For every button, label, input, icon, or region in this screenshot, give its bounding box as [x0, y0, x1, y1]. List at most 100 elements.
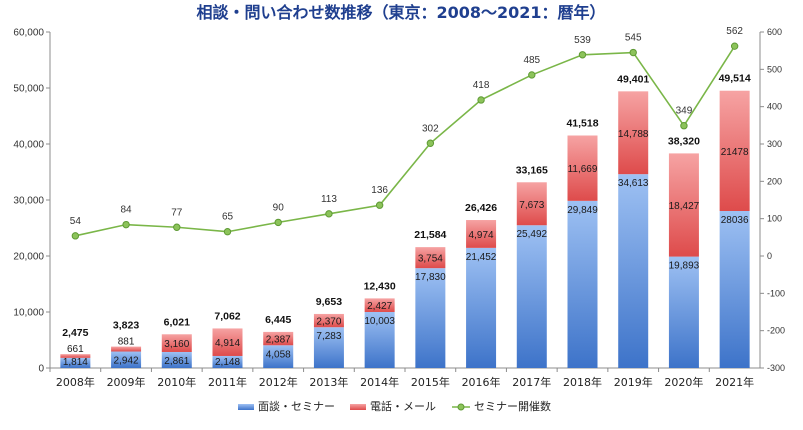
seminar-count-label: 562 — [726, 26, 743, 37]
bar-total-label: 7,062 — [214, 310, 240, 322]
bar-meeting-seminar-label: 10,003 — [364, 316, 395, 327]
x-tick-label: 2009年 — [107, 375, 146, 389]
legend-swatch-phone-mail — [350, 404, 366, 410]
bar-total-label: 49,514 — [719, 73, 751, 85]
seminar-count-label: 90 — [273, 202, 285, 213]
x-tick-label: 2010年 — [157, 375, 196, 389]
bar-total-label: 6,445 — [265, 314, 291, 326]
bar-phone-mail — [466, 220, 497, 248]
x-tick-label: 2014年 — [360, 375, 399, 389]
bar-phone-mail-label: 3,754 — [418, 254, 443, 265]
bar-total-label: 12,430 — [364, 280, 396, 292]
bar-total-label: 33,165 — [516, 164, 548, 176]
legend-label-seminar-count: セミナー開催数 — [474, 399, 551, 413]
right-tick-label: 500 — [767, 64, 782, 74]
left-tick-label: 20,000 — [13, 252, 44, 263]
axes-group: 0 10,000 20,000 30,000 40,000 50,000 60,000 -30… — [13, 27, 785, 389]
bar-meeting-seminar — [161, 351, 192, 368]
bar-meeting-seminar — [567, 200, 598, 368]
bar-meeting-seminar — [466, 247, 497, 368]
bar-phone-mail-label: 21478 — [721, 147, 749, 158]
x-tick-label: 2013年 — [309, 375, 348, 389]
bar-meeting-seminar — [668, 256, 699, 368]
bar-phone-mail — [60, 354, 91, 358]
x-tick-label: 2015年 — [411, 375, 450, 389]
bar-phone-mail-label: 661 — [67, 344, 84, 355]
seminar-count-label: 539 — [574, 35, 591, 46]
seminar-count-line — [75, 45, 736, 237]
bar-phone-mail-label: 2,370 — [316, 317, 341, 328]
bar-phone-mail — [313, 313, 344, 328]
x-tick-label: 2011年 — [208, 375, 247, 389]
seminar-count-point — [680, 122, 688, 130]
bar-meeting-seminar-label: 21,452 — [466, 252, 497, 263]
legend-label-phone-mail: 電話・メール — [370, 399, 436, 413]
left-tick-label: 10,000 — [13, 308, 44, 319]
x-tick-label: 2012年 — [259, 375, 298, 389]
bars-group — [60, 90, 750, 368]
bar-meeting-seminar-label: 2,942 — [114, 356, 139, 367]
bar-meeting-seminar-label: 2,148 — [215, 357, 240, 368]
seminar-count-point — [274, 218, 282, 227]
right-tick-label: 400 — [767, 102, 782, 112]
x-tick-label: 2020年 — [664, 375, 703, 389]
seminar-count-label: 77 — [171, 207, 183, 218]
x-tick-label: 2016年 — [462, 375, 501, 389]
seminar-count-label: 65 — [222, 212, 234, 223]
x-tick-label: 2021年 — [715, 375, 754, 389]
right-tick-label: 300 — [767, 139, 782, 149]
seminar-count-label: 349 — [676, 106, 693, 117]
legend-label-meeting-seminar: 面談・セミナー — [258, 399, 335, 413]
bar-meeting-seminar — [516, 225, 547, 368]
labels-group: 1,814 661 2,475 2,942 881 3,823 2,861 3,160 6,02… — [62, 26, 751, 368]
bar-meeting-seminar — [60, 357, 91, 368]
left-tick-label: 30,000 — [13, 196, 44, 207]
x-tick-label: 2018年 — [563, 375, 602, 389]
bar-meeting-seminar-label: 2,861 — [164, 356, 189, 367]
bar-total-label: 49,401 — [617, 73, 649, 85]
bar-meeting-seminar — [111, 351, 142, 368]
bar-meeting-seminar — [618, 174, 649, 368]
seminar-line-group — [71, 42, 739, 240]
right-tick-label: 100 — [767, 214, 782, 224]
seminar-count-point — [325, 210, 333, 218]
seminar-count-label: 302 — [422, 123, 439, 134]
seminar-count-point — [173, 223, 181, 231]
bar-meeting-seminar-label: 29,849 — [567, 205, 598, 216]
bar-phone-mail — [212, 328, 243, 356]
seminar-count-label: 545 — [625, 33, 642, 44]
legend: 面談・セミナー 電話・メール セミナー開催数 — [238, 399, 551, 413]
left-tick-label: 40,000 — [13, 140, 44, 151]
x-tick-label: 2019年 — [614, 375, 653, 389]
bar-meeting-seminar — [263, 345, 294, 368]
seminar-count-point — [122, 220, 130, 229]
bar-phone-mail-label: 2,427 — [367, 301, 392, 312]
seminar-count-label: 136 — [371, 185, 388, 196]
left-tick-label: 0 — [38, 364, 44, 375]
right-tick-label: 0 — [767, 251, 772, 261]
seminar-count-label: 418 — [473, 80, 490, 91]
bar-phone-mail-label: 4,914 — [215, 338, 240, 349]
bar-phone-mail-label: 3,160 — [164, 339, 189, 350]
right-tick-label: 200 — [767, 176, 782, 186]
bar-phone-mail-label: 881 — [118, 337, 135, 348]
seminar-count-point — [375, 201, 384, 209]
seminar-count-label: 485 — [523, 55, 540, 66]
seminar-count-point — [730, 42, 739, 50]
bar-meeting-seminar-label: 1,814 — [63, 357, 88, 368]
bar-total-label: 26,426 — [465, 202, 497, 214]
bar-meeting-seminar — [415, 268, 446, 368]
right-tick-label: -100 — [767, 288, 785, 298]
bar-phone-mail — [111, 346, 142, 352]
bar-meeting-seminar-label: 7,283 — [316, 331, 341, 342]
bar-meeting-seminar — [364, 311, 395, 368]
bar-total-label: 6,021 — [164, 316, 190, 328]
bar-phone-mail — [618, 91, 649, 175]
bar-meeting-seminar — [719, 210, 750, 368]
seminar-count-point — [629, 48, 637, 57]
bar-phone-mail — [668, 153, 699, 257]
bar-phone-mail-label: 11,669 — [568, 164, 598, 175]
seminar-count-point — [528, 71, 536, 79]
bar-phone-mail — [567, 135, 598, 201]
